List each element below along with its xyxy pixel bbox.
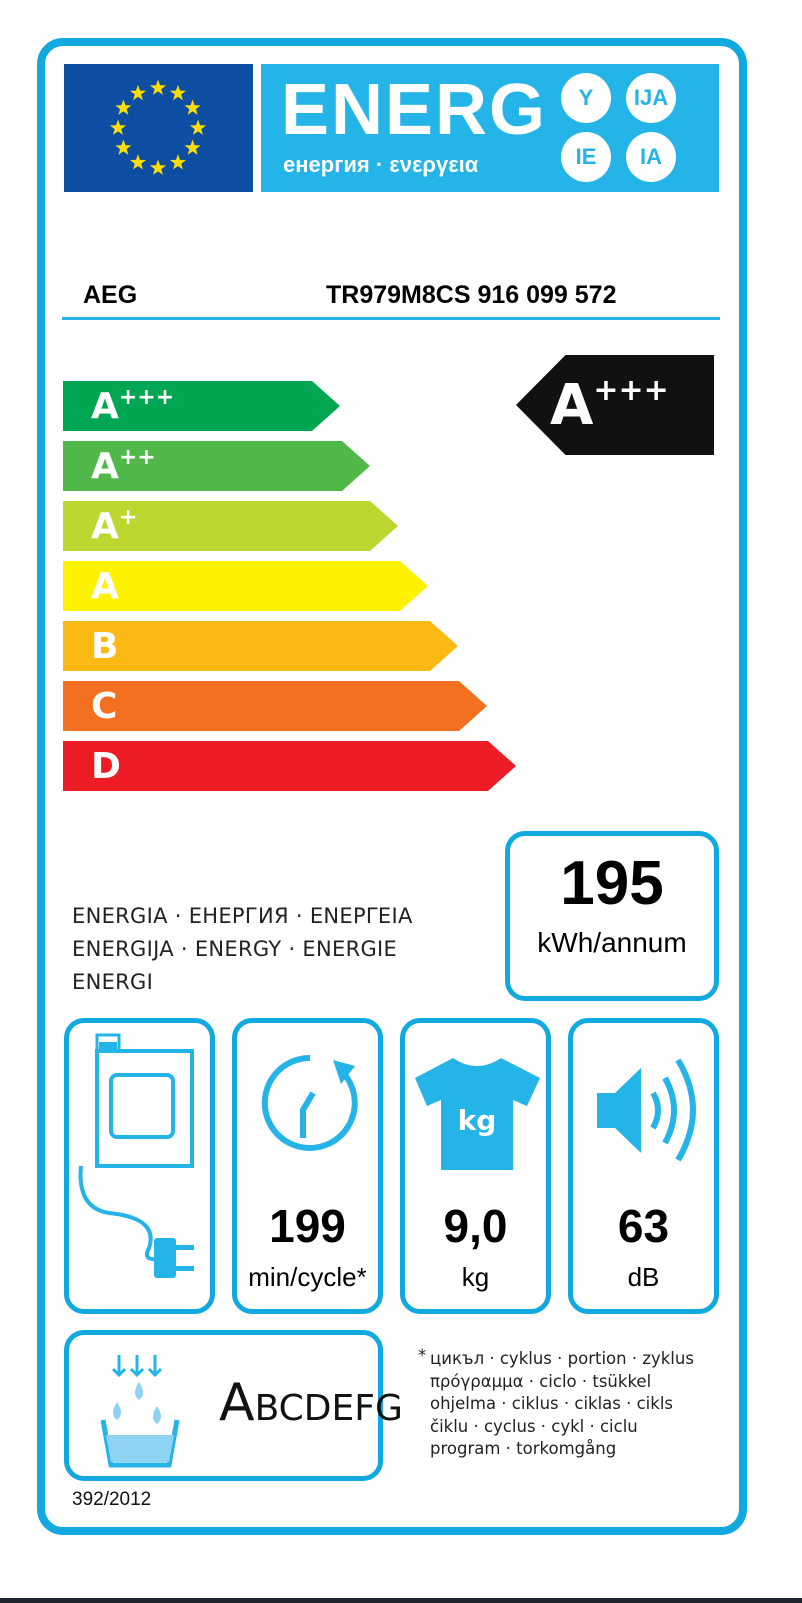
tshirt-kg-text: kg: [458, 1104, 497, 1137]
clock-icon: [261, 1054, 358, 1151]
scale-class: A: [91, 566, 119, 607]
regulation-number: 392/2012: [72, 1489, 152, 1510]
cycle-value: 199: [269, 1200, 346, 1252]
star-icon: [109, 119, 127, 135]
vented-dryer-icon: [78, 1033, 194, 1278]
cycle-unit: min/cycle*: [248, 1262, 367, 1292]
star-icon: [169, 84, 187, 101]
tshirt-kg-icon: kg: [415, 1058, 540, 1170]
star-icon: [184, 139, 201, 155]
capacity-unit: kg: [461, 1262, 490, 1292]
scale-sup: ++: [118, 445, 156, 470]
header-subtitle: енергия · ενεργεια: [283, 152, 479, 177]
suffix-ia: IA: [626, 132, 676, 182]
footnote-line: πρόγραμμα · ciclo · tsükkel: [430, 1371, 652, 1391]
scale-class: A: [91, 386, 119, 427]
rating-sup: +++: [593, 373, 669, 408]
star-icon: [129, 84, 147, 101]
suffix-y: Y: [561, 73, 611, 123]
energy-consumption-box: 195 kWh/annum: [505, 831, 719, 1001]
star-icon: [129, 154, 147, 170]
scale-class: B: [91, 626, 119, 667]
divider: [62, 317, 720, 320]
speaker-icon: [597, 1058, 696, 1162]
energy-label-line: ENERGI: [72, 970, 154, 994]
header-title: ENERG: [281, 70, 548, 150]
star-icon: [115, 139, 132, 155]
scale-class: C: [91, 686, 118, 727]
bottom-edge: [0, 1598, 802, 1603]
scale-bar-3: A: [63, 561, 428, 611]
eu-flag-icon: [64, 64, 253, 192]
energy-label-line: ENERGIJA · ENERGY · ENERGIE: [72, 937, 398, 961]
footnote-line: čiklu · cyclus · cykl · ciclu: [430, 1416, 638, 1436]
star-icon: [189, 119, 207, 135]
energy-unit: kWh/annum: [537, 927, 687, 958]
rating-class: A: [550, 373, 594, 438]
cycle-time-box: 199 min/cycle*: [232, 1018, 383, 1314]
scale-class: A: [91, 506, 119, 547]
star-icon: [115, 99, 132, 115]
cycle-footnote: * цикъл · cyklus · portion · zyklus πρόγ…: [418, 1346, 694, 1461]
scale-class: D: [91, 746, 121, 787]
supplier-name: AEG: [83, 281, 138, 309]
scale-class: A: [91, 446, 119, 487]
scale-bar-2: A+: [63, 501, 398, 551]
noise-unit: dB: [627, 1262, 660, 1292]
footnote-line: program · torkomgång: [430, 1439, 617, 1458]
condensation-box: ABCDEFG: [64, 1330, 403, 1481]
star-icon: [169, 154, 187, 170]
scale-bar-4: B: [63, 621, 458, 671]
footnote-line: цикъл · cyklus · portion · zyklus: [430, 1349, 694, 1368]
footnote-star: *: [418, 1346, 427, 1365]
star-icon: [149, 79, 167, 95]
scale-bar-6: D: [63, 741, 516, 791]
condensation-scale: BCDEFG: [254, 1388, 403, 1429]
footnote-line: ohjelma · ciklus · ciklas · cikls: [430, 1394, 674, 1413]
energy-label-line: ENERGIA · ЕНЕРГИЯ · ΕΝΕΡΓΕΙΑ: [72, 904, 413, 928]
noise-box: 63 dB: [568, 1018, 719, 1314]
water-basin-icon: [100, 1355, 180, 1468]
scale-bar-0: A+++: [63, 381, 340, 431]
star-icon: [184, 99, 201, 115]
suffix-ie: IE: [561, 132, 611, 182]
noise-value: 63: [617, 1200, 670, 1252]
star-icon: [149, 159, 167, 175]
scale-sup: +: [118, 505, 138, 530]
capacity-value: 9,0: [443, 1200, 508, 1252]
capacity-box: kg 9,0 kg: [400, 1018, 551, 1314]
label-frame: [37, 38, 747, 1535]
suffix-ija: IJA: [626, 73, 676, 123]
dryer-type-box: [64, 1018, 215, 1314]
energy-header: ENERG енергия · ενεργεια Y IJA IE IA: [261, 64, 719, 192]
condensation-class: A: [219, 1373, 255, 1433]
scale-bar-5: C: [63, 681, 487, 731]
model-identifier: TR979M8CS 916 099 572: [326, 281, 617, 309]
scale-bar-1: A++: [63, 441, 370, 491]
energy-value: 195: [560, 849, 664, 918]
scale-sup: +++: [118, 385, 175, 410]
